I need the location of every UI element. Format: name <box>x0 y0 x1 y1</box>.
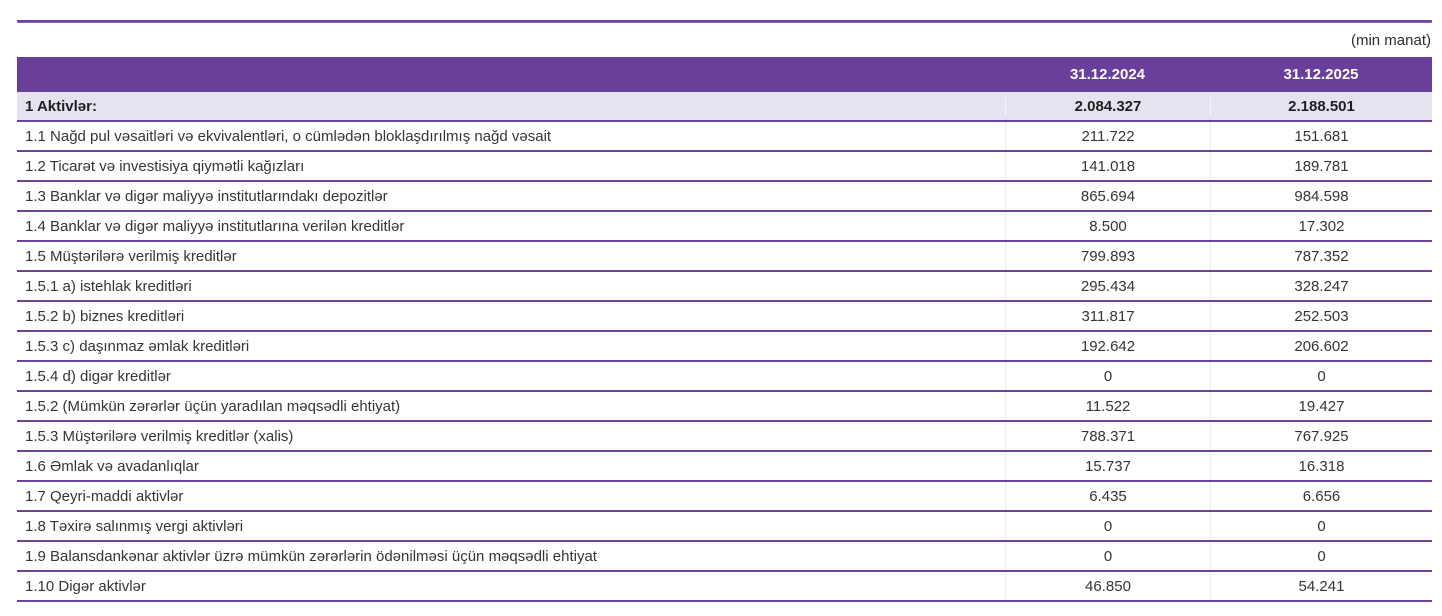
row-value-2025: 6.656 <box>1210 482 1432 510</box>
row-value-2024: 788.371 <box>1005 422 1210 450</box>
row-value-2024: 8.500 <box>1005 212 1210 240</box>
table-row: 1.5.1 a) istehlak kreditləri 295.434 328… <box>17 272 1432 302</box>
row-label: 1.4 Banklar və digər maliyyə institutlar… <box>25 217 405 235</box>
table-row: 1.2 Ticarət və investisiya qiymətli kağı… <box>17 152 1432 182</box>
row-label: 1.10 Digər aktivlər <box>25 577 146 595</box>
table-row: 1.5.3 Müştərilərə verilmiş kreditlər (xa… <box>17 422 1432 452</box>
row-value-2024: 799.893 <box>1005 242 1210 270</box>
row-value-2024: 141.018 <box>1005 152 1210 180</box>
row-label: 1.5.2 b) biznes kreditləri <box>25 307 185 325</box>
row-value-2024: 192.642 <box>1005 332 1210 360</box>
row-label: 1.2 Ticarət və investisiya qiymətli kağı… <box>25 157 305 175</box>
header-column-31-12-2024: 31.12.2024 <box>1069 66 1146 83</box>
table-row: 1.10 Digər aktivlər 46.850 54.241 <box>17 572 1432 602</box>
row-value-2025: 19.427 <box>1210 392 1432 420</box>
row-value-2024: 6.435 <box>1005 482 1210 510</box>
row-value-2025: 252.503 <box>1210 302 1432 330</box>
row-value-2024: 11.522 <box>1005 392 1210 420</box>
top-divider-rule <box>17 20 1432 23</box>
unit-note: (min manat) <box>1350 32 1431 49</box>
row-label: 1.3 Banklar və digər maliyyə institutlar… <box>25 187 388 205</box>
header-column-31-12-2025: 31.12.2025 <box>1283 66 1359 83</box>
row-label: 1.5 Müştərilərə verilmiş kreditlər <box>25 247 237 265</box>
row-value-2024: 295.434 <box>1005 272 1210 300</box>
row-value-2024: 15.737 <box>1005 452 1210 480</box>
row-value-2025: 54.241 <box>1210 572 1432 600</box>
row-value-2024: 0 <box>1005 542 1210 570</box>
row-value-2025: 206.602 <box>1210 332 1432 360</box>
row-value-2025: 17.302 <box>1210 212 1432 240</box>
table-row: 1.1 Nağd pul vəsaitləri və ekvivalentlər… <box>17 122 1432 152</box>
row-label: 1.7 Qeyri-maddi aktivlər <box>25 487 184 505</box>
row-label: 1.5.3 Müştərilərə verilmiş kreditlər (xa… <box>25 427 294 445</box>
row-value-2025: 151.681 <box>1210 122 1432 150</box>
table-row: 1.5.2 (Mümkün zərərlər üçün yaradılan mə… <box>17 392 1432 422</box>
row-value-2024: 0 <box>1005 512 1210 540</box>
table-row: 1.8 Təxirə salınmış vergi aktivləri 0 0 <box>17 512 1432 542</box>
row-value-2025: 0 <box>1210 542 1432 570</box>
row-label: 1.8 Təxirə salınmış vergi aktivləri <box>25 517 244 535</box>
table-body: 1.1 Nağd pul vəsaitləri və ekvivalentlər… <box>17 122 1432 602</box>
row-value-2025: 16.318 <box>1210 452 1432 480</box>
row-value-2025: 787.352 <box>1210 242 1432 270</box>
total-row-value-2024: 2.084.327 <box>1005 97 1210 115</box>
row-value-2025: 0 <box>1210 512 1432 540</box>
table-header-row: 31.12.2024 31.12.2025 <box>17 57 1432 92</box>
row-label: 1.9 Balansdankənar aktivlər üzrə mümkün … <box>25 547 597 565</box>
table-row: 1.7 Qeyri-maddi aktivlər 6.435 6.656 <box>17 482 1432 512</box>
row-label: 1.5.4 d) digər kreditlər <box>25 367 171 385</box>
row-label: 1.5.3 c) daşınmaz əmlak kreditləri <box>25 337 250 355</box>
row-label: 1.1 Nağd pul vəsaitləri və ekvivalentlər… <box>25 127 552 145</box>
table-row: 1.6 Əmlak və avadanlıqlar 15.737 16.318 <box>17 452 1432 482</box>
row-value-2025: 984.598 <box>1210 182 1432 210</box>
row-value-2024: 0 <box>1005 362 1210 390</box>
row-label: 1.5.1 a) istehlak kreditləri <box>25 277 192 295</box>
row-label: 1.5.2 (Mümkün zərərlər üçün yaradılan mə… <box>25 397 401 415</box>
total-assets-row: 1 Aktivlər: 2.084.327 2.188.501 <box>17 92 1432 122</box>
table-row: 1.5.3 c) daşınmaz əmlak kreditləri 192.6… <box>17 332 1432 362</box>
table-row: 1.5.4 d) digər kreditlər 0 0 <box>17 362 1432 392</box>
table-row: 1.5.2 b) biznes kreditləri 311.817 252.5… <box>17 302 1432 332</box>
row-value-2024: 865.694 <box>1005 182 1210 210</box>
total-row-label: 1 Aktivlər: <box>25 97 97 115</box>
row-label: 1.6 Əmlak və avadanlıqlar <box>25 457 199 475</box>
assets-table: 31.12.2024 31.12.2025 1 Aktivlər: 2.084.… <box>17 57 1432 602</box>
total-row-value-2025: 2.188.501 <box>1210 97 1432 115</box>
table-row: 1.4 Banklar və digər maliyyə institutlar… <box>17 212 1432 242</box>
row-value-2025: 0 <box>1210 362 1432 390</box>
row-value-2024: 211.722 <box>1005 122 1210 150</box>
table-row: 1.5 Müştərilərə verilmiş kreditlər 799.8… <box>17 242 1432 272</box>
row-value-2025: 189.781 <box>1210 152 1432 180</box>
row-value-2025: 767.925 <box>1210 422 1432 450</box>
row-value-2024: 46.850 <box>1005 572 1210 600</box>
row-value-2024: 311.817 <box>1005 302 1210 330</box>
row-value-2025: 328.247 <box>1210 272 1432 300</box>
table-row: 1.3 Banklar və digər maliyyə institutlar… <box>17 182 1432 212</box>
table-row: 1.9 Balansdankənar aktivlər üzrə mümkün … <box>17 542 1432 572</box>
